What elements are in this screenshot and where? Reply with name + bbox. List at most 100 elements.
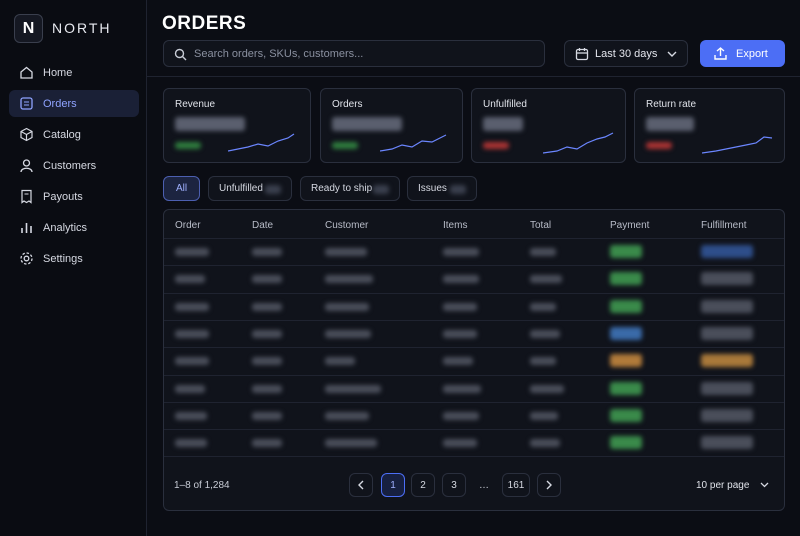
blurred-content: [175, 117, 245, 131]
nav-icon: [21, 189, 32, 204]
prev-page[interactable]: [349, 473, 373, 497]
blurred-content: [252, 329, 282, 338]
blurred-content: [175, 329, 209, 338]
page-title: ORDERS: [162, 13, 247, 34]
row-divider: [164, 292, 784, 294]
blurred-content: [610, 354, 642, 368]
blurred-content: [325, 411, 369, 420]
nav-item[interactable]: Analytics: [9, 214, 139, 241]
blurred-content: [325, 357, 355, 366]
blurred-content: [325, 329, 371, 338]
date-range-label: Last 30 days: [595, 47, 658, 60]
blurred-content: [175, 357, 209, 366]
chevron-right: [546, 480, 552, 490]
nav-icon: [20, 97, 33, 110]
blurred-content: [530, 357, 556, 366]
blurred-content: [252, 384, 282, 393]
blurred-content: [483, 142, 509, 149]
tab-label: Issues: [418, 183, 447, 194]
nav-label: Settings: [43, 252, 83, 265]
date-range-button[interactable]: Last 30 days: [564, 40, 688, 67]
blurred-content: [701, 381, 753, 395]
filter-tab[interactable]: All: [163, 176, 200, 201]
blurred-content: [701, 272, 753, 286]
export-icon: [714, 47, 727, 60]
kpi-card: Unfulfilled: [471, 88, 626, 163]
blurred-content: [610, 299, 642, 313]
brand: NORTH: [52, 20, 112, 36]
blurred-content: [530, 329, 560, 338]
page-button[interactable]: 1: [381, 473, 405, 497]
blurred-content: [373, 185, 389, 194]
blurred-content: [530, 411, 558, 420]
tab-label: Ready to ship: [311, 183, 373, 194]
blurred-content: [530, 248, 556, 256]
nav-item[interactable]: Customers: [9, 152, 139, 179]
row-divider: [164, 347, 784, 349]
blurred-content: [450, 185, 466, 194]
blurred-content: [325, 439, 377, 448]
search-icon: [174, 48, 187, 61]
nav-label: Analytics: [43, 221, 88, 234]
nav-item[interactable]: Orders: [9, 90, 139, 117]
kpi-card: Revenue: [163, 88, 311, 163]
pagination-summary: 1–8 of 1,284: [174, 480, 230, 491]
filter-tab[interactable]: Ready to ship: [300, 176, 400, 201]
sparkline: [380, 134, 447, 152]
blurred-content: [610, 272, 642, 286]
chevron-down: [667, 51, 677, 57]
column-header: Fulfillment: [701, 220, 747, 231]
blurred-content: [530, 384, 564, 393]
blurred-content: [332, 142, 358, 149]
page-button[interactable]: 161: [502, 473, 530, 497]
blurred-content: [252, 275, 282, 284]
export-button[interactable]: Export: [700, 40, 785, 67]
tab-label: All: [175, 183, 188, 194]
kpi-label: Return rate: [646, 99, 697, 110]
blurred-content: [610, 245, 642, 258]
nav-icon: [20, 252, 33, 265]
orders-table: Order Date Customer Items Total Payment Fulfil…: [163, 209, 785, 511]
blurred-content: [701, 245, 753, 258]
blurred-content: [443, 384, 481, 393]
column-header: Customer: [325, 220, 369, 231]
blurred-content: [265, 185, 281, 194]
nav-icon: [20, 127, 33, 142]
column-header: Order: [175, 220, 201, 231]
nav-item[interactable]: Home: [9, 59, 139, 86]
nav-label: Customers: [43, 159, 97, 172]
blurred-content: [325, 248, 367, 256]
sparkline: [702, 136, 773, 154]
nav-item[interactable]: Payouts: [9, 183, 139, 210]
blurred-content: [175, 275, 205, 284]
blurred-content: [175, 384, 205, 393]
blurred-content: [443, 248, 479, 256]
page-button[interactable]: 2: [411, 473, 435, 497]
nav-item[interactable]: Catalog: [9, 121, 139, 148]
kpi-label: Unfulfilled: [483, 99, 527, 110]
blurred-content: [443, 411, 479, 420]
nav-item[interactable]: Settings: [9, 245, 139, 272]
blurred-content: [443, 329, 477, 338]
blurred-content: [610, 408, 642, 422]
blurred-content: [701, 408, 753, 422]
calendar-icon: [575, 48, 589, 61]
row-divider: [164, 401, 784, 403]
blurred-content: [530, 439, 560, 448]
blurred-content: [443, 439, 477, 448]
search-box[interactable]: Search orders, SKUs, customers...: [163, 40, 545, 67]
chevron-left: [358, 480, 364, 490]
row-divider: [164, 456, 784, 458]
next-page[interactable]: [537, 473, 561, 497]
blurred-content: [252, 302, 282, 311]
page-size[interactable]: 10 per page: [696, 480, 769, 491]
blurred-content: [443, 302, 477, 311]
filter-tab[interactable]: Issues: [407, 176, 477, 201]
divider: [147, 76, 800, 77]
page-button[interactable]: 3: [442, 473, 466, 497]
nav-label: Payouts: [43, 190, 83, 203]
blurred-content: [701, 354, 753, 368]
column-header: Items: [443, 220, 468, 231]
filter-tab[interactable]: Unfulfilled: [208, 176, 292, 201]
